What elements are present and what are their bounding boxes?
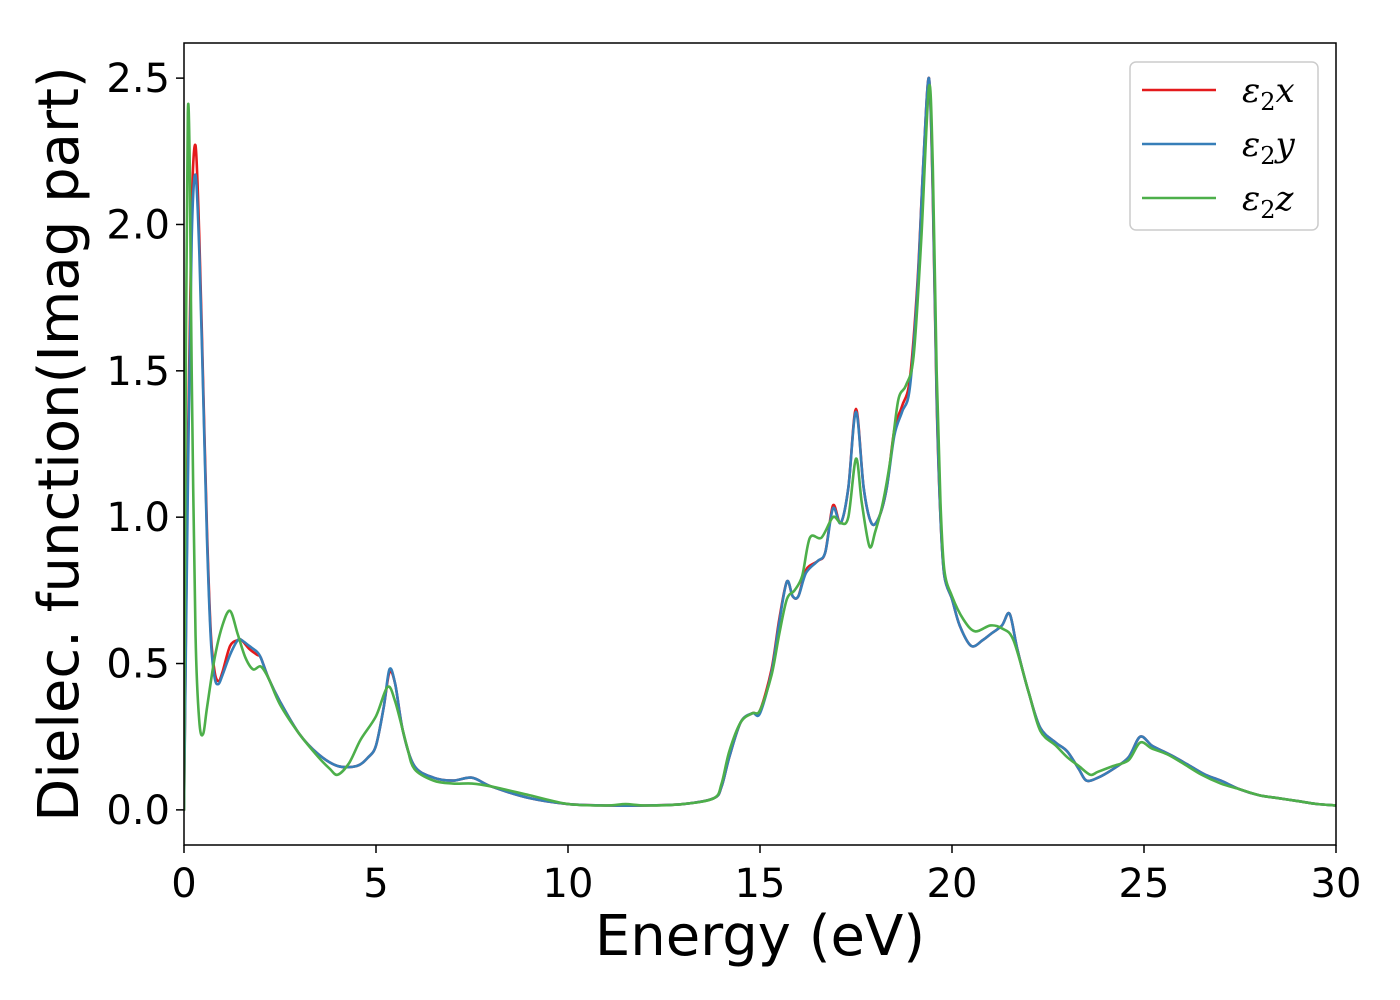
- y-axis: 0.0 0.5 1.0 1.5 2.0 2.5: [106, 56, 184, 834]
- y-axis-label: Dielec. function(Imag part): [27, 66, 92, 822]
- x-tick-label: 30: [1311, 861, 1362, 907]
- legend-entry: ε2z: [1242, 179, 1295, 224]
- y-tick-label: 0.0: [106, 788, 170, 834]
- y-tick-label: 1.0: [106, 495, 170, 541]
- series-line-e2z: [184, 83, 1336, 812]
- x-tick-label: 0: [171, 861, 196, 907]
- y-tick-label: 2.0: [106, 202, 170, 248]
- x-tick-label: 15: [735, 861, 786, 907]
- y-tick-label: 0.5: [106, 642, 170, 688]
- x-tick-label: 20: [927, 861, 978, 907]
- legend: ε2x ε2y ε2z: [1129, 61, 1319, 231]
- legend-entry: ε2y: [1242, 125, 1296, 170]
- x-tick-label: 25: [1119, 861, 1170, 907]
- y-tick-label: 1.5: [106, 349, 170, 395]
- series-line-e2y: [184, 76, 1336, 812]
- x-tick-label: 5: [363, 861, 388, 907]
- x-tick-label: 10: [543, 861, 594, 907]
- series-layer: [184, 76, 1336, 812]
- x-axis: 0 5 10 15 20 25 30: [171, 845, 1361, 907]
- legend-entry: ε2x: [1242, 71, 1295, 116]
- legend-box: [1129, 61, 1319, 231]
- y-tick-label: 2.5: [106, 56, 170, 102]
- x-axis-label: Energy (eV): [595, 904, 925, 969]
